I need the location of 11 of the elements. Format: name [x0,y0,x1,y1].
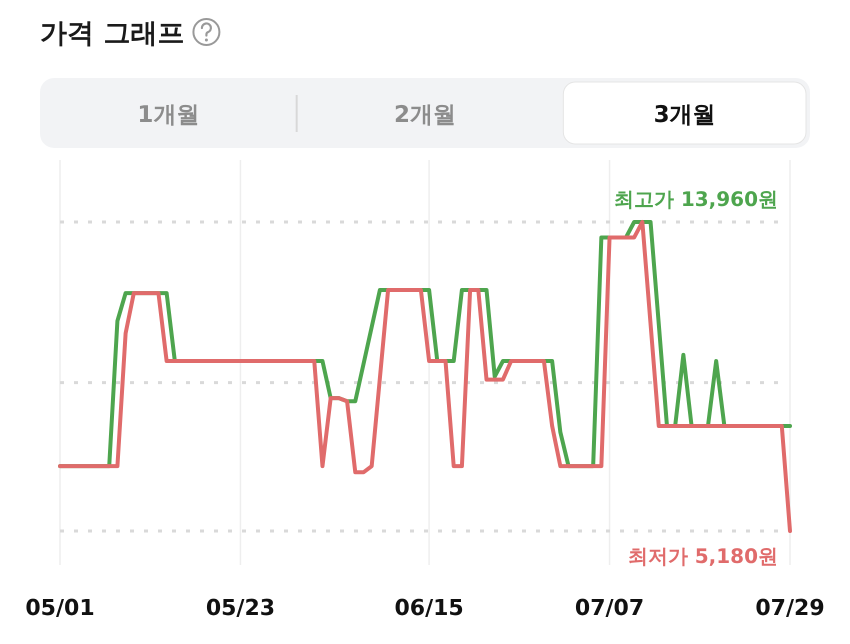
x-tick-label: 07/29 [755,596,825,621]
ref-line-label: 최저가 5,180원 [628,544,778,568]
x-tick-label: 05/01 [25,596,95,621]
x-tick-label: 05/23 [206,596,276,621]
x-tick-label: 06/15 [394,596,464,621]
x-tick-label: 07/07 [574,596,644,621]
ref-line-label: 최고가 13,960원 [614,187,778,211]
text: 3개월 [654,102,716,128]
text: 2개월 [394,102,456,128]
chart-title: 가격 그래프 [40,18,184,49]
text: 1개월 [137,102,200,128]
